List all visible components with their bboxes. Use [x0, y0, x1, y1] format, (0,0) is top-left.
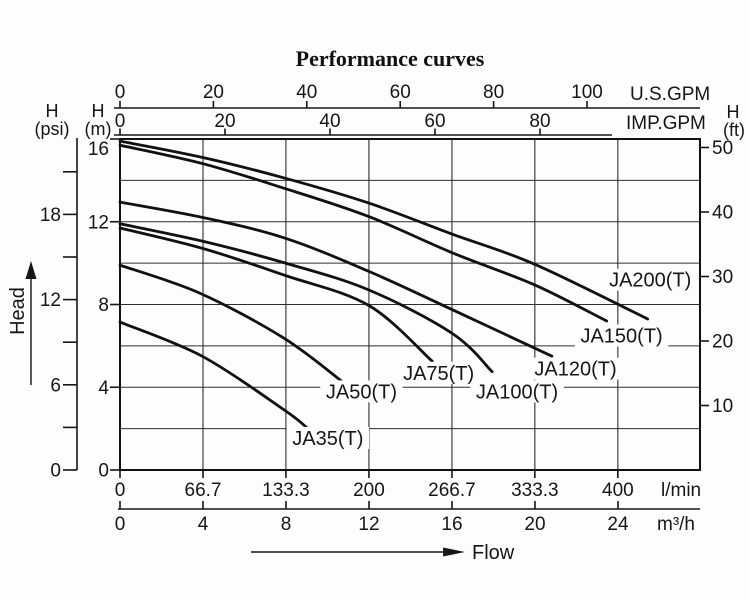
curve-label-bg-ja100t: [470, 380, 564, 403]
lmin-tick-label: 0: [115, 480, 126, 501]
curve-label-bg-ja200t: [603, 268, 698, 291]
psi-axis-h-label: H: [46, 101, 59, 121]
curve-label-bg-ja35t: [286, 426, 370, 449]
usgpm-axis-unit: U.S.GPM: [630, 84, 710, 105]
curve-label-ja200t: JA200(T): [609, 270, 691, 292]
m-tick-label: 0: [98, 461, 109, 482]
head-axis-label: Head: [7, 287, 29, 335]
m-tick-label: 12: [88, 212, 109, 233]
m-tick-label: 16: [88, 139, 109, 160]
usgpm-tick-label: 0: [115, 82, 126, 103]
curve-label-ja150t: JA150(T): [580, 326, 662, 348]
ft-tick-label: 50: [712, 138, 733, 159]
m3h-tick-label: 8: [281, 514, 292, 535]
psi-axis-unit-label: (psi): [35, 119, 70, 139]
lmin-tick-label: 66.7: [185, 480, 222, 501]
lmin-tick-label: 133.3: [262, 480, 310, 501]
usgpm-tick-label: 20: [203, 82, 224, 103]
head-arrowhead-icon: [25, 261, 37, 279]
flow-axis-label: Flow: [472, 542, 515, 564]
impgpm-tick-label: 60: [424, 111, 445, 132]
m3h-tick-label: 16: [441, 514, 462, 535]
m-axis-unit-label: (m): [85, 119, 112, 139]
head-direction-arrow: [25, 261, 37, 385]
m3h-axis-unit: m³/h: [657, 514, 695, 535]
lmin-tick-label: 333.3: [511, 480, 559, 501]
impgpm-tick-label: 40: [319, 111, 340, 132]
m3h-tick-label: 24: [607, 514, 629, 535]
ft-tick-label: 20: [712, 332, 733, 353]
ft-tick-label: 30: [712, 267, 733, 288]
impgpm-tick-label: 0: [115, 111, 126, 132]
curve-label-bg-ja75t: [397, 361, 480, 384]
curve-ja200t: [118, 139, 650, 321]
ft-tick-label: 40: [712, 203, 733, 224]
curve-label-bg-ja50t: [320, 380, 403, 403]
m-tick-label: 8: [98, 295, 109, 316]
lmin-axis-unit: l/min: [661, 480, 701, 501]
psi-tick-label: 18: [40, 205, 61, 226]
curve-ja120t: [118, 200, 554, 358]
curve-ja75t: [118, 226, 434, 363]
m-tick-label: 4: [98, 378, 109, 399]
usgpm-tick-label: 100: [571, 82, 603, 103]
impgpm-tick-label: 20: [214, 111, 235, 132]
flow-arrowhead-icon: [443, 547, 465, 557]
ft-axis-h-label: H: [727, 102, 740, 122]
curve-ja150t: [118, 143, 609, 323]
curve-label-ja50t: JA50(T): [326, 381, 397, 403]
psi-tick-label: 6: [50, 375, 61, 396]
ft-axis-unit-label: (ft): [723, 120, 745, 140]
usgpm-tick-label: 60: [390, 82, 411, 103]
curve-ja100t: [118, 222, 494, 374]
m3h-tick-label: 20: [524, 514, 545, 535]
curve-label-bg-ja120t: [528, 357, 623, 380]
psi-tick-label: 12: [40, 290, 61, 311]
impgpm-axis-unit: IMP.GPM: [626, 113, 706, 134]
m3h-tick-label: 12: [358, 514, 379, 535]
ft-tick-label: 10: [712, 396, 733, 417]
usgpm-tick-label: 40: [296, 82, 317, 103]
curve-ja50t: [118, 263, 343, 383]
psi-tick-label: 0: [50, 461, 61, 482]
curve-label-ja120t: JA120(T): [534, 359, 616, 381]
curve-ja35t: [118, 320, 310, 430]
curve-label-ja35t: JA35(T): [292, 428, 363, 450]
chart-title: Performance curves: [296, 46, 485, 71]
usgpm-tick-label: 80: [483, 82, 504, 103]
curve-label-ja75t: JA75(T): [403, 363, 474, 385]
curve-label-bg-ja150t: [574, 324, 669, 347]
lmin-tick-label: 200: [353, 480, 385, 501]
m3h-tick-label: 4: [198, 514, 209, 535]
lmin-tick-label: 400: [602, 480, 634, 501]
flow-direction-arrow: [251, 547, 465, 557]
lmin-tick-label: 266.7: [428, 480, 476, 501]
impgpm-tick-label: 80: [529, 111, 550, 132]
m3h-tick-label: 0: [115, 514, 126, 535]
m-axis-h-label: H: [92, 101, 105, 121]
curve-label-ja100t: JA100(T): [476, 381, 558, 403]
